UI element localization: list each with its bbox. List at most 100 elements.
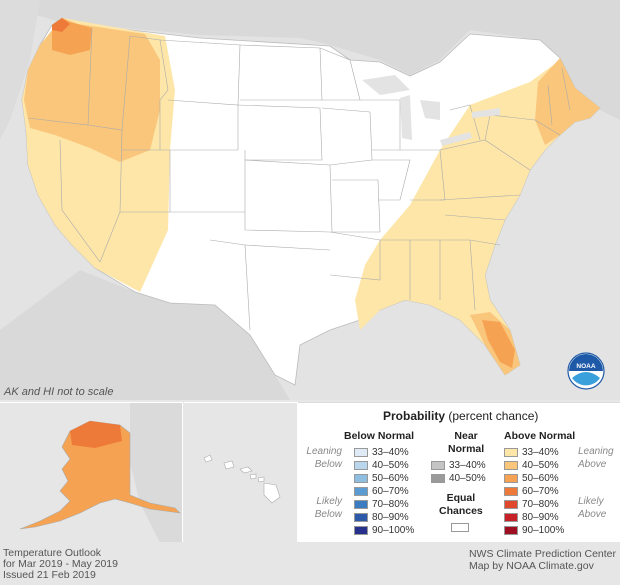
below-normal-label: 40–50% (372, 459, 409, 471)
near-normal-row: 33–40% (431, 459, 486, 471)
likely-above-line1: Likely (578, 496, 604, 507)
below-normal-swatch (354, 486, 368, 496)
above-normal-label: 40–50% (522, 459, 559, 471)
alaska-above-60-70 (70, 421, 122, 448)
leaning-below-line1: Leaning (306, 446, 342, 457)
likely-below-label: Likely Below (300, 495, 342, 521)
near-normal-line2: Normal (448, 443, 485, 455)
below-normal-swatch (354, 473, 368, 483)
outlook-info: Temperature Outlook for Mar 2019 - May 2… (3, 548, 118, 581)
leaning-above-label: Leaning Above (578, 445, 618, 471)
above-normal-row: 70–80% (504, 498, 559, 510)
below-normal-label: 90–100% (372, 524, 415, 536)
near-normal-label: 40–50% (449, 472, 486, 484)
lake-ontario (472, 108, 500, 118)
likely-below-line1: Likely (316, 496, 342, 507)
canada-land (0, 0, 620, 120)
leaning-above-line2: Above (578, 459, 607, 470)
near-normal-label: 33–40% (449, 459, 486, 471)
above-normal-swatch (504, 525, 518, 535)
below-normal-row: 70–80% (354, 498, 409, 510)
outlook-title: Temperature Outlook (3, 547, 102, 559)
below-normal-label: 80–90% (372, 511, 409, 523)
lake-michigan (400, 95, 412, 140)
below-normal-heading: Below Normal (344, 430, 415, 442)
noaa-logo-text: NOAA (576, 363, 595, 370)
below-normal-swatch (354, 447, 368, 457)
near-normal-swatch (431, 460, 445, 470)
lake-erie (440, 132, 472, 146)
lake-huron (420, 100, 440, 120)
equal-chances-line2: Chances (439, 505, 483, 517)
above-normal-swatch (504, 512, 518, 522)
conus-map (0, 0, 620, 386)
above-normal-label: 33–40% (522, 446, 559, 458)
leaning-above-line1: Leaning (578, 446, 614, 457)
noaa-logo-icon: NOAA (567, 352, 605, 390)
northwest-above-40-50 (24, 18, 160, 162)
below-normal-label: 60–70% (372, 485, 409, 497)
below-normal-label: 50–60% (372, 472, 409, 484)
scale-note: AK and HI not to scale (4, 386, 114, 398)
below-normal-label: 70–80% (372, 498, 409, 510)
above-normal-swatch (504, 486, 518, 496)
legend-title: Probability (percent chance) (383, 409, 538, 423)
alaska-map (0, 402, 183, 543)
above-normal-row: 80–90% (504, 511, 559, 523)
above-normal-swatch (504, 447, 518, 457)
pacific-land (0, 0, 40, 140)
above-normal-heading: Above Normal (504, 430, 576, 442)
below-normal-swatch (354, 499, 368, 509)
legend-title-rest: (percent chance) (445, 409, 539, 423)
near-normal-line1: Near (454, 430, 478, 442)
above-normal-row: 90–100% (504, 524, 564, 536)
below-normal-row: 60–70% (354, 485, 409, 497)
likely-below-line2: Below (314, 509, 342, 520)
credit-map: Map by NOAA Climate.gov (468, 560, 594, 572)
below-normal-row: 50–60% (354, 472, 409, 484)
hawaii-islands (203, 454, 281, 504)
new-england-above-40-50 (535, 58, 600, 145)
likely-above-label: Likely Above (578, 495, 618, 521)
below-normal-row: 80–90% (354, 511, 409, 523)
alaska-above-50-60 (19, 420, 181, 530)
below-normal-row: 90–100% (354, 524, 414, 536)
above-normal-label: 60–70% (522, 485, 559, 497)
below-normal-row: 33–40% (354, 446, 409, 458)
below-normal-swatch (354, 512, 368, 522)
above-normal-label: 50–60% (522, 472, 559, 484)
legend-title-bold: Probability (383, 409, 446, 423)
above-normal-row: 50–60% (504, 472, 559, 484)
alaska-map-svg (19, 403, 182, 543)
washington-above-60-70 (52, 18, 70, 32)
below-normal-swatch (354, 460, 368, 470)
above-normal-row: 60–70% (504, 485, 559, 497)
equal-chances-swatch (451, 523, 469, 532)
likely-above-line2: Above (578, 509, 607, 520)
lake-superior (362, 75, 410, 95)
footer: Temperature Outlook for Mar 2019 - May 2… (0, 542, 620, 585)
above-normal-label: 80–90% (522, 511, 559, 523)
outlook-issued: Issued 21 Feb 2019 (3, 569, 96, 581)
hawaii-map-svg (203, 454, 281, 504)
hawaii-map (184, 402, 298, 543)
near-normal-swatch (431, 473, 445, 483)
above-normal-label: 70–80% (522, 498, 559, 510)
above-normal-label: 90–100% (522, 524, 565, 536)
legend: Probability (percent chance) Below Norma… (298, 402, 620, 543)
outlook-period: for Mar 2019 - May 2019 (3, 558, 118, 570)
above-normal-row: 40–50% (504, 459, 559, 471)
above-normal-swatch (504, 473, 518, 483)
above-normal-row: 33–40% (504, 446, 559, 458)
credit-cpc: NWS Climate Prediction Center (468, 548, 616, 560)
leaning-below-line2: Below (314, 459, 342, 470)
below-normal-label: 33–40% (372, 446, 409, 458)
florida-above-50-60 (482, 320, 515, 368)
below-normal-row: 40–50% (354, 459, 409, 471)
leaning-below-label: Leaning Below (300, 445, 342, 471)
above-normal-swatch (504, 499, 518, 509)
near-normal-heading: Near Normal (448, 430, 484, 456)
conus-map-svg (0, 0, 620, 386)
equal-chances-heading: Equal Chances (439, 492, 483, 518)
yukon-land (130, 403, 182, 543)
